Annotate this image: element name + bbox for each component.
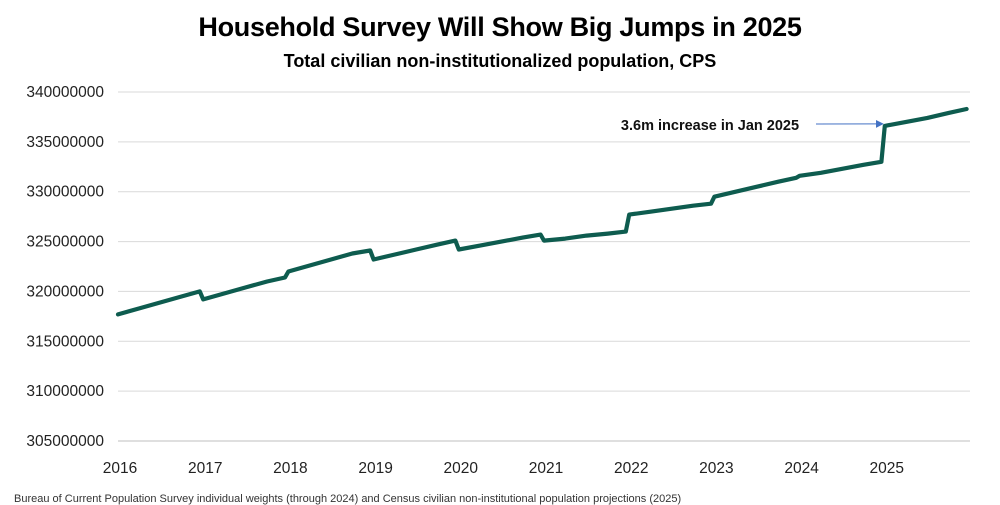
x-tick-label: 2019: [358, 460, 392, 477]
x-tick-label: 2017: [188, 460, 222, 477]
x-tick-label: 2024: [784, 460, 819, 477]
gridlines: [118, 92, 970, 441]
y-tick-label: 340000000: [26, 84, 104, 101]
x-tick-label: 2022: [614, 460, 648, 477]
x-tick-label: 2021: [529, 460, 563, 477]
x-tick-label: 2025: [870, 460, 904, 477]
annotations: 3.6m increase in Jan 2025: [621, 118, 883, 134]
y-tick-label: 310000000: [26, 383, 104, 400]
source-note: Bureau of Current Population Survey indi…: [14, 493, 681, 505]
y-tick-label: 320000000: [26, 283, 104, 300]
y-tick-label: 315000000: [26, 333, 104, 350]
x-tick-label: 2020: [444, 460, 479, 477]
y-tick-label: 330000000: [26, 184, 104, 201]
x-tick-label: 2018: [273, 460, 307, 477]
x-tick-label: 2016: [103, 460, 137, 477]
series-line: [118, 109, 967, 314]
annotation-label: 3.6m increase in Jan 2025: [621, 118, 799, 134]
y-tick-label: 335000000: [26, 134, 104, 151]
y-tick-label: 325000000: [26, 234, 104, 251]
x-tick-labels: 2016 2017 2018 2019 2020 2021 2022 2023 2024 2025: [103, 460, 904, 477]
y-tick-label: 305000000: [26, 433, 104, 450]
series: [118, 109, 967, 314]
x-tick-label: 2023: [699, 460, 733, 477]
y-tick-labels: 340000000 335000000 330000000 325000000 3200…: [26, 84, 104, 450]
